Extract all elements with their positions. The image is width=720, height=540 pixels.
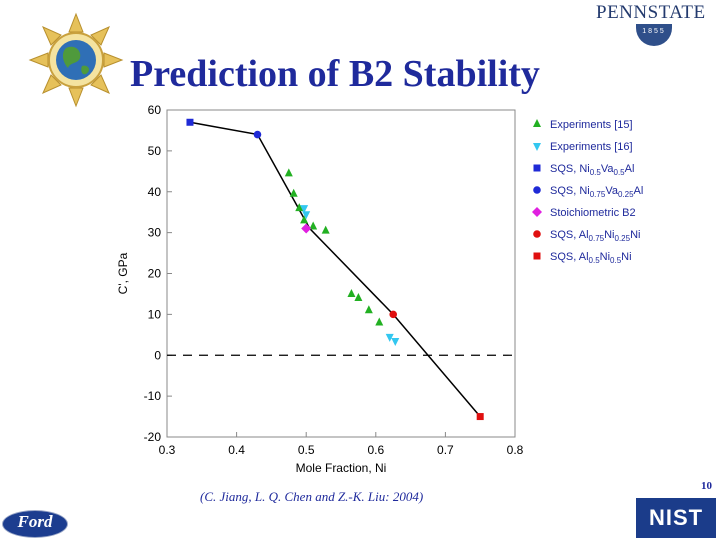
x-tick-label: 0.3	[159, 443, 176, 457]
legend-marker-diamond	[532, 207, 542, 217]
data-point-square	[476, 413, 484, 421]
data-point-triangle-down	[385, 333, 394, 342]
y-tick-label: -20	[144, 430, 162, 444]
data-point-diamond	[301, 223, 312, 234]
penn-state-year: 1855	[642, 28, 666, 35]
legend-label: SQS, Ni0.5Va0.5Al	[550, 163, 634, 177]
y-tick-label: 40	[148, 185, 162, 199]
data-point-triangle-down	[300, 205, 309, 214]
data-point-triangle-up	[375, 317, 384, 326]
data-point-circle	[253, 130, 262, 139]
x-tick-label: 0.7	[437, 443, 454, 457]
y-axis-label: C', GPa	[116, 252, 130, 294]
ford-logo-icon	[2, 510, 68, 538]
x-tick-label: 0.5	[298, 443, 315, 457]
penn-state-shield-icon	[636, 24, 672, 46]
legend-marker-square	[533, 164, 541, 172]
legend-label: Stoichiometric B2	[550, 207, 636, 219]
page-number: 10	[701, 480, 712, 492]
data-point-triangle-up	[354, 293, 363, 302]
legend-label: SQS, Ni0.75Va0.25Al	[550, 185, 643, 199]
calculated-trend-line	[189, 121, 481, 418]
y-tick-label: 60	[148, 103, 162, 117]
legend-marker-circle	[533, 186, 541, 194]
y-tick-label: 0	[154, 348, 161, 362]
data-point-square	[186, 118, 194, 126]
penn-state-logo-text: PENNSTATE	[596, 2, 706, 23]
legend-label: Experiments [16]	[550, 141, 633, 153]
citation: (C. Jiang, L. Q. Chen and Z.-K. Liu: 200…	[200, 489, 424, 504]
legend-label: SQS, Al0.75Ni0.25Ni	[550, 229, 640, 243]
ford-logo-text: Ford	[17, 512, 53, 531]
y-tick-label: 10	[148, 307, 162, 321]
legend-label: SQS, Al0.5Ni0.5Ni	[550, 251, 632, 265]
nist-logo-icon	[636, 498, 716, 538]
data-point-triangle-up	[284, 168, 293, 177]
plot-frame	[166, 109, 516, 438]
legend-marker-square	[533, 252, 541, 260]
y-tick-label: 20	[148, 267, 162, 281]
legend-marker-triangle-up	[533, 119, 541, 127]
y-tick-label: 30	[148, 226, 162, 240]
x-axis-label: Mole Fraction, Ni	[296, 461, 387, 475]
nist-logo-text: NIST	[648, 505, 704, 530]
x-tick-label: 0.4	[228, 443, 245, 457]
legend-marker-circle	[533, 230, 541, 238]
data-point-triangle-down	[302, 211, 311, 220]
x-tick-label: 0.6	[367, 443, 384, 457]
legend-label: Experiments [15]	[550, 119, 633, 131]
data-point-triangle-up	[289, 188, 298, 197]
legend-marker-triangle-down	[533, 143, 541, 151]
data-point-triangle-up	[300, 215, 309, 224]
data-point-triangle-up	[364, 305, 373, 314]
data-point-triangle-down	[391, 337, 400, 346]
globe-sun-logo-icon	[28, 12, 124, 108]
data-point-triangle-up	[295, 203, 304, 212]
y-tick-label: -10	[144, 389, 162, 403]
x-tick-label: 0.8	[507, 443, 524, 457]
data-point-triangle-up	[321, 225, 330, 234]
data-point-triangle-up	[309, 221, 318, 230]
y-tick-label: 50	[148, 144, 162, 158]
data-point-triangle-up	[347, 288, 356, 297]
data-point-circle	[389, 310, 398, 319]
page-title: Prediction of B2 Stability	[130, 53, 540, 95]
